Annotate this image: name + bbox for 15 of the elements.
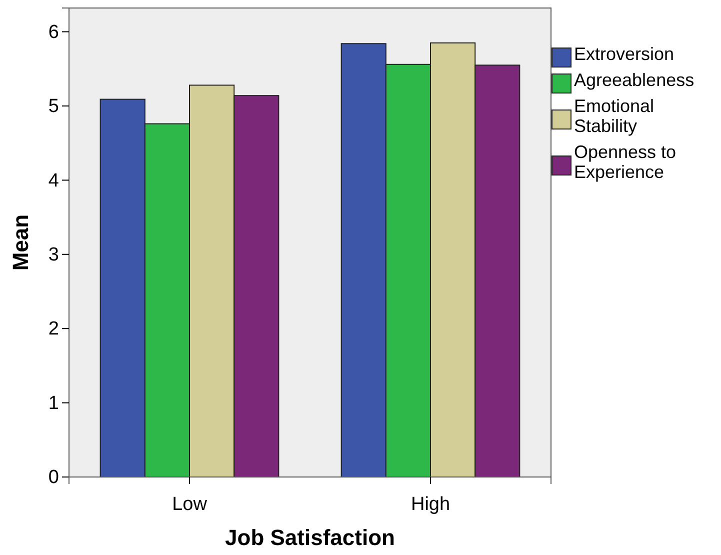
x-tick-label: Low — [172, 494, 208, 515]
y-tick-label: 6 — [48, 22, 59, 43]
y-tick-label: 1 — [48, 392, 59, 414]
y-tick-label: 2 — [48, 318, 59, 340]
y-tick-label: 0 — [48, 467, 59, 488]
x-tick-label: High — [410, 494, 450, 515]
y-axis-title: Mean — [8, 214, 33, 271]
x-axis-title: Job Satisfaction — [225, 525, 395, 550]
y-tick-label: 4 — [48, 170, 60, 192]
legend-label: Emotional Stability — [574, 96, 654, 136]
y-tick-label: 5 — [48, 96, 59, 118]
legend-label: Agreeableness — [574, 70, 694, 90]
legend-label: Openness to Experience — [574, 142, 676, 182]
legend-label: Extroversion — [574, 44, 674, 64]
y-tick-label: 3 — [48, 244, 59, 266]
